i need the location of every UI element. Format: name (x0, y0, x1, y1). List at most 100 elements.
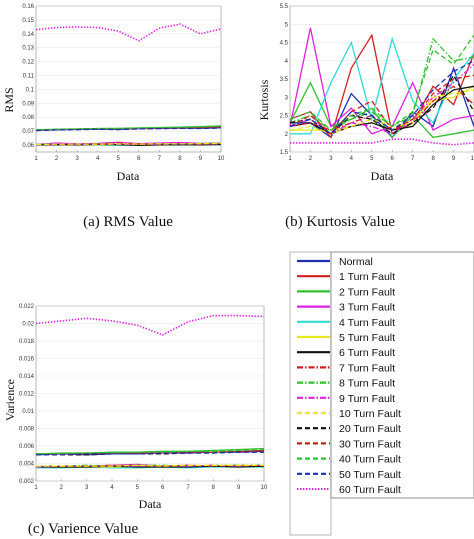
series-line-40-turn-fault (35, 125, 222, 131)
series-line-60-turn-fault (35, 23, 222, 42)
series-line-6-turn-fault (36, 465, 265, 468)
rms-chart: 0.06 0.07 0.08 0.09 0.1 0.11 0.12 0.13 0.14 0.15 0… (2, 4, 225, 230)
kurtosis-series-lines (289, 27, 474, 146)
rms-y-ticks: 0.06 0.07 0.08 0.09 0.1 0.11 0.12 0.13 0.14 0.15 0… (22, 4, 34, 149)
varience-series-lines (35, 314, 265, 469)
series-line-3-turn-fault (289, 27, 474, 135)
legend-entry-label: 2 Turn Fault (339, 286, 395, 298)
series-line-8-turn-fault (289, 37, 474, 131)
legend-entry-label: 40 Turn Fault (339, 454, 401, 466)
y-tick-label: 0.09 (22, 101, 34, 107)
x-tick-label: 1 (288, 156, 292, 162)
legend-entry-label: 7 Turn Fault (339, 362, 395, 374)
y-tick-label: 0.018 (19, 339, 35, 345)
series-line-50-turn-fault (35, 127, 222, 132)
legend-entry-label: 4 Turn Fault (339, 317, 395, 329)
varience-y-axis-label: Varience (3, 379, 17, 421)
series-line-40-turn-fault (289, 34, 474, 131)
varience-x-axis-label: Data (139, 497, 162, 511)
legend-entry-label: 3 Turn Fault (339, 302, 395, 314)
legend-entry-label: 30 Turn Fault (339, 438, 401, 450)
x-tick-label: 9 (199, 156, 203, 162)
x-tick-label: 3 (329, 156, 333, 162)
y-tick-label: 3.5 (280, 77, 289, 83)
kurtosis-caption: (b) Kurtosis Value (285, 214, 395, 230)
series-line-9-turn-fault (35, 464, 265, 468)
legend-box (330, 251, 474, 499)
x-tick-label: 4 (96, 156, 100, 162)
y-tick-label: 0.01 (22, 409, 34, 415)
y-tick-label: 0.06 (22, 143, 34, 149)
series-line-60-turn-fault (290, 138, 474, 146)
series-line-50-turn-fault (289, 60, 474, 135)
y-tick-label: 0.11 (23, 74, 35, 80)
x-tick-label: 3 (85, 485, 89, 491)
x-tick-label: 2 (309, 156, 313, 162)
x-tick-label: 7 (186, 485, 190, 491)
x-tick-label: 7 (411, 156, 415, 162)
x-tick-label: 1 (34, 485, 38, 491)
y-tick-label: 4.5 (280, 41, 289, 47)
y-tick-label: 0.004 (19, 462, 35, 468)
y-tick-label: 0.022 (19, 304, 35, 310)
x-tick-label: 8 (431, 156, 435, 162)
legend-entry-label: Normal (339, 256, 373, 268)
legend-items: Normal 1 Turn Fault 2 Turn Fault 3 Turn Fau… (297, 256, 401, 496)
y-tick-label: 0.02 (22, 322, 34, 328)
x-tick-label: 6 (161, 485, 165, 491)
x-tick-label: 9 (237, 485, 241, 491)
x-tick-label: 10 (218, 156, 225, 162)
kurtosis-y-axis-label: Kurtosis (257, 79, 271, 120)
x-tick-label: 8 (178, 156, 182, 162)
legend-entry-label: 60 Turn Fault (339, 484, 401, 496)
y-tick-label: 0.1 (26, 87, 35, 93)
legend-entry-label: 9 Turn Fault (339, 393, 395, 405)
y-tick-label: 0.014 (19, 374, 35, 380)
y-tick-label: 0.012 (19, 392, 35, 398)
series-line-30-turn-fault (289, 74, 474, 135)
y-tick-label: 1.5 (280, 150, 289, 156)
y-tick-label: 0.13 (22, 46, 34, 52)
y-tick-label: 0.016 (19, 357, 35, 363)
legend-backdrop (289, 251, 332, 536)
y-tick-label: 0.07 (22, 129, 34, 135)
legend-entry-label: 1 Turn Fault (339, 271, 395, 283)
kurtosis-x-ticks: 1 2 3 4 5 6 7 8 9 10 (288, 150, 474, 162)
y-tick-label: 0.002 (19, 479, 35, 485)
rms-x-axis-label: Data (117, 169, 140, 183)
x-tick-label: 6 (137, 156, 141, 162)
rms-y-axis-label: RMS (2, 87, 16, 112)
y-tick-label: 0.14 (22, 32, 34, 38)
x-tick-label: 7 (158, 156, 162, 162)
legend-entry-label: 6 Turn Fault (339, 347, 395, 359)
kurtosis-y-ticks: 1.5 2 2.5 3 3.5 4 4.5 5 5.5 (280, 4, 289, 156)
x-tick-label: 1 (34, 156, 38, 162)
series-line-10-turn-fault (36, 464, 264, 467)
rms-caption: (a) RMS Value (83, 214, 173, 230)
series-line-4-turn-fault (290, 36, 474, 135)
series-line-40-turn-fault (36, 448, 265, 455)
y-tick-label: 2.5 (280, 114, 289, 120)
legend-entry-label: 8 Turn Fault (339, 378, 395, 390)
series-line-10-turn-fault (35, 142, 222, 146)
y-tick-label: 4 (285, 59, 289, 65)
x-tick-label: 3 (75, 156, 79, 162)
series-line-50-turn-fault (36, 451, 264, 456)
legend-entry-label: 10 Turn Fault (339, 408, 401, 420)
y-tick-label: 0.006 (19, 444, 35, 450)
legend: Normal 1 Turn Fault 2 Turn Fault 3 Turn Fau… (289, 251, 474, 536)
kurtosis-chart: 1.5 2 2.5 3 3.5 4 4.5 5 5.5 1 2 3 4 5 6 7 8 9 10 Data Kur… (257, 4, 474, 230)
varience-chart: 0.002 0.004 0.006 0.008 0.01 0.012 0.014 0.016 0… (3, 304, 268, 537)
x-tick-label: 10 (471, 156, 474, 162)
y-tick-label: 3 (285, 95, 289, 101)
y-tick-label: 0.15 (22, 18, 34, 24)
legend-entry-label: 5 Turn Fault (339, 332, 395, 344)
x-tick-label: 2 (55, 156, 59, 162)
y-tick-label: 5.5 (280, 4, 289, 10)
rms-series-lines (35, 23, 222, 146)
x-tick-label: 6 (391, 156, 395, 162)
rms-x-ticks: 1 2 3 4 5 6 7 8 9 10 (34, 150, 225, 162)
varience-y-ticks: 0.002 0.004 0.006 0.008 0.01 0.012 0.014 0.016 0… (19, 304, 35, 485)
x-tick-label: 2 (60, 485, 64, 491)
x-tick-label: 10 (261, 485, 268, 491)
